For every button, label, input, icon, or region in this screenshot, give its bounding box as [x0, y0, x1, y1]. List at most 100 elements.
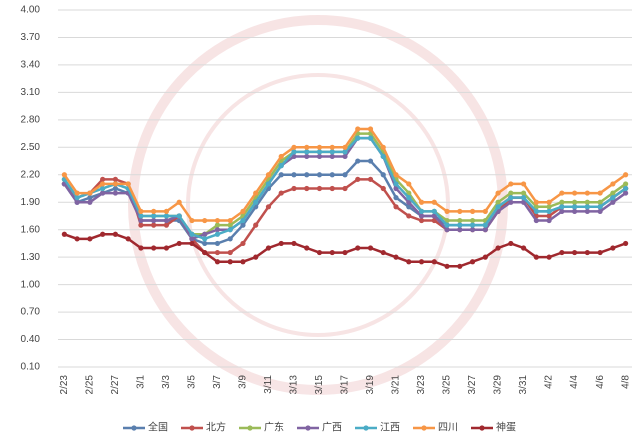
- point: [112, 176, 118, 182]
- point: [457, 208, 463, 214]
- point: [623, 190, 629, 196]
- point: [125, 181, 131, 187]
- point: [74, 199, 80, 205]
- point: [469, 222, 476, 228]
- point: [151, 245, 157, 251]
- y-tick-label: 1.90: [21, 197, 41, 208]
- point: [533, 199, 539, 205]
- x-tick-label: 2/27: [110, 375, 121, 395]
- point: [227, 227, 233, 233]
- point: [406, 213, 412, 219]
- point: [189, 231, 195, 237]
- point: [623, 181, 629, 187]
- point: [482, 222, 488, 228]
- legend-marker: [131, 425, 137, 431]
- point: [214, 222, 221, 228]
- point: [202, 240, 208, 247]
- legend-marker: [421, 425, 427, 431]
- point: [444, 222, 450, 228]
- point: [431, 259, 437, 265]
- point: [329, 153, 335, 160]
- point: [227, 236, 233, 242]
- point: [138, 245, 144, 251]
- x-tick-label: 4/4: [569, 375, 580, 389]
- y-tick-label: 2.50: [21, 142, 41, 153]
- y-tick-label: 3.40: [21, 60, 41, 71]
- legend-label: 四川: [438, 423, 458, 434]
- point: [355, 158, 361, 164]
- point: [431, 208, 437, 214]
- point: [380, 144, 386, 150]
- point: [597, 204, 603, 210]
- point: [342, 153, 348, 160]
- legend-label: 广东: [264, 421, 284, 434]
- point: [597, 249, 603, 256]
- point: [546, 199, 552, 205]
- point: [138, 208, 144, 214]
- point: [304, 149, 310, 155]
- point: [559, 190, 565, 196]
- legend-label: 北方: [206, 421, 226, 434]
- point: [406, 204, 412, 210]
- point: [406, 199, 412, 205]
- point: [393, 185, 399, 192]
- point: [240, 208, 246, 214]
- point: [176, 213, 182, 219]
- point: [367, 126, 374, 132]
- point: [87, 199, 93, 205]
- point: [418, 259, 425, 265]
- point: [597, 208, 603, 214]
- x-tick-label: 3/1: [136, 375, 147, 389]
- point: [457, 217, 463, 224]
- point: [546, 204, 552, 210]
- point: [431, 217, 437, 224]
- legend-label: 神蛋: [496, 421, 516, 434]
- point: [380, 153, 386, 160]
- legend-marker: [247, 425, 253, 431]
- point: [520, 181, 527, 187]
- point: [74, 236, 80, 242]
- point: [572, 249, 578, 256]
- point: [278, 190, 284, 196]
- point: [457, 222, 463, 228]
- point: [559, 208, 565, 214]
- point: [100, 185, 106, 192]
- x-tick-label: 3/13: [289, 375, 300, 395]
- point: [316, 149, 323, 155]
- point: [253, 254, 259, 260]
- point: [546, 213, 552, 219]
- point: [418, 213, 425, 219]
- point: [304, 172, 310, 178]
- point: [214, 227, 221, 233]
- point: [584, 208, 590, 214]
- point: [584, 249, 590, 256]
- point: [342, 185, 348, 192]
- point: [597, 199, 603, 205]
- point: [265, 245, 272, 251]
- point: [495, 245, 501, 251]
- point: [189, 217, 195, 224]
- x-tick-label: 3/21: [391, 375, 402, 395]
- point: [572, 204, 578, 210]
- x-tick-label: 2/25: [85, 375, 96, 395]
- point: [406, 190, 412, 196]
- point: [138, 217, 144, 224]
- x-tick-label: 3/5: [187, 375, 198, 389]
- point: [278, 163, 284, 169]
- point: [138, 222, 144, 228]
- point: [316, 153, 323, 160]
- x-tick-label: 3/9: [238, 375, 249, 389]
- point: [240, 240, 246, 247]
- point: [227, 217, 233, 224]
- x-tick-label: 3/3: [161, 375, 172, 389]
- point: [431, 199, 437, 205]
- point: [520, 195, 527, 201]
- point: [520, 245, 527, 251]
- point: [100, 176, 106, 182]
- point: [495, 199, 501, 205]
- legend-label: 江西: [380, 422, 400, 434]
- y-tick-label: 2.20: [21, 169, 41, 180]
- point: [393, 195, 399, 201]
- point: [125, 236, 131, 242]
- point: [316, 185, 323, 192]
